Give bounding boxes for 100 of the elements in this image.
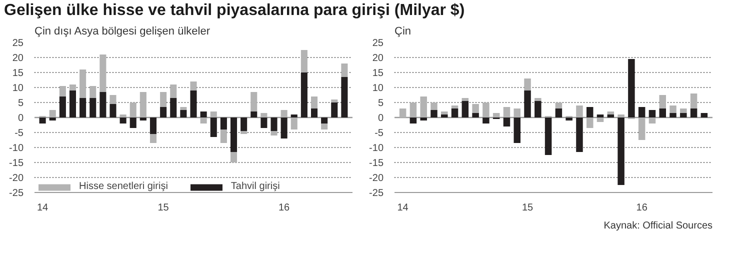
bar bbox=[700, 113, 708, 118]
bar bbox=[300, 50, 308, 72]
y-tick-label: -25 bbox=[369, 188, 384, 199]
bar bbox=[472, 104, 479, 113]
bar bbox=[130, 118, 136, 128]
bar bbox=[210, 118, 217, 137]
y-tick-label: 20 bbox=[12, 53, 24, 64]
bar bbox=[130, 102, 136, 118]
y-tick-label: -10 bbox=[9, 143, 24, 154]
bar bbox=[220, 130, 227, 143]
bar bbox=[331, 102, 338, 118]
y-tick-label: 25 bbox=[372, 38, 384, 49]
bar bbox=[230, 152, 238, 162]
bar bbox=[190, 90, 197, 118]
bar bbox=[503, 118, 510, 126]
bar bbox=[555, 102, 562, 108]
bar bbox=[270, 131, 278, 136]
bar bbox=[49, 110, 56, 118]
bar bbox=[410, 102, 417, 118]
bar bbox=[280, 118, 288, 138]
y-tick-label: -5 bbox=[374, 128, 384, 139]
y-tick-label: 15 bbox=[12, 68, 24, 79]
bar bbox=[240, 131, 248, 134]
bar bbox=[150, 134, 157, 143]
bar bbox=[180, 110, 187, 118]
bar bbox=[503, 107, 510, 118]
bar bbox=[576, 118, 583, 152]
bar bbox=[399, 108, 406, 118]
bar bbox=[220, 118, 227, 130]
bar bbox=[260, 118, 268, 128]
bar bbox=[80, 70, 86, 98]
bar bbox=[90, 86, 96, 98]
bar bbox=[430, 102, 438, 110]
text: Kaynak: Official Sources bbox=[604, 220, 713, 232]
bar bbox=[648, 110, 656, 118]
x-tick-label: 16 bbox=[636, 202, 648, 214]
bar bbox=[290, 118, 298, 130]
y-tick-label: -15 bbox=[9, 158, 24, 169]
bar bbox=[596, 118, 604, 122]
bar bbox=[638, 107, 646, 118]
y-tick-label: 25 bbox=[12, 38, 24, 49]
bar bbox=[670, 106, 676, 113]
chart-subtitle: Çin dışı Asya bölgesi gelişen ülkeler bbox=[34, 26, 210, 38]
bar bbox=[100, 54, 106, 92]
bar bbox=[648, 118, 656, 124]
bar bbox=[462, 98, 469, 101]
bar bbox=[250, 92, 258, 112]
y-tick-label: -5 bbox=[14, 128, 24, 139]
bar bbox=[210, 112, 217, 118]
x-tick-label: 15 bbox=[522, 202, 534, 214]
bar bbox=[200, 118, 207, 124]
bar bbox=[607, 114, 614, 118]
bar bbox=[280, 110, 288, 118]
bar bbox=[170, 84, 177, 98]
x-tick-label: 14 bbox=[397, 202, 409, 214]
bar bbox=[140, 92, 146, 118]
bar bbox=[638, 118, 646, 140]
y-tick-label: 0 bbox=[18, 113, 24, 124]
y-tick-label: 10 bbox=[12, 83, 24, 94]
bar bbox=[120, 118, 126, 124]
bar bbox=[514, 118, 521, 143]
bar bbox=[482, 102, 490, 118]
bar bbox=[150, 118, 157, 134]
bar bbox=[659, 108, 666, 118]
bar bbox=[680, 108, 687, 113]
bar bbox=[576, 106, 583, 118]
bar bbox=[628, 59, 635, 118]
bar bbox=[690, 94, 698, 108]
bar bbox=[190, 82, 197, 90]
y-tick-label: 0 bbox=[378, 113, 384, 124]
x-tick-label: 15 bbox=[158, 202, 170, 214]
bar bbox=[110, 104, 116, 118]
bar bbox=[260, 113, 268, 118]
y-tick-label: -15 bbox=[369, 158, 384, 169]
y-tick-label: -10 bbox=[369, 143, 384, 154]
bar bbox=[69, 84, 76, 90]
bar bbox=[120, 114, 126, 118]
bar bbox=[310, 108, 318, 118]
bar bbox=[420, 118, 427, 120]
bar bbox=[441, 114, 448, 118]
bar bbox=[200, 112, 207, 118]
bar bbox=[586, 107, 594, 118]
bar bbox=[524, 78, 531, 90]
bar bbox=[441, 112, 448, 114]
legend-label: Hisse senetleri girişi bbox=[79, 181, 168, 192]
bar bbox=[80, 98, 86, 118]
bar bbox=[607, 112, 614, 114]
bar bbox=[596, 114, 604, 118]
bar bbox=[341, 64, 348, 77]
bar bbox=[331, 100, 338, 102]
bar bbox=[250, 112, 258, 118]
bar bbox=[680, 113, 687, 118]
bar bbox=[270, 118, 278, 131]
chart-title: Gelişen ülke hisse ve tahvil piyasalarına para girişi (Milyar $) bbox=[4, 1, 465, 21]
bar bbox=[482, 118, 490, 124]
bar bbox=[472, 113, 479, 118]
bar bbox=[618, 114, 624, 118]
bar bbox=[670, 113, 676, 118]
bar bbox=[321, 118, 328, 124]
bar bbox=[492, 113, 500, 118]
